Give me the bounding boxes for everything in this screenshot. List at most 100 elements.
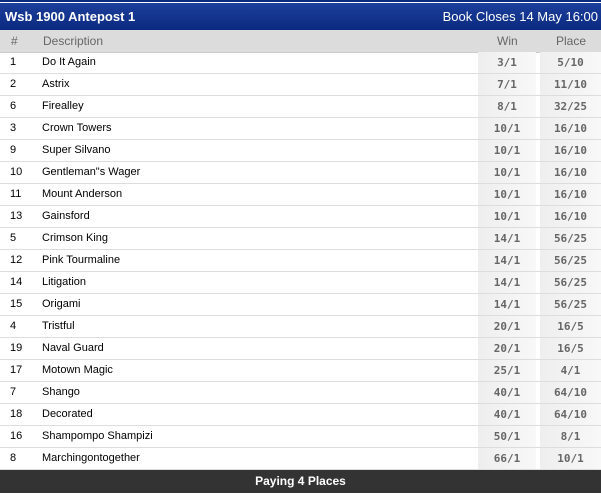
runner-name: Litigation [42,276,87,288]
win-odds-button[interactable]: 3/1 [478,52,536,73]
win-odds-button[interactable]: 25/1 [478,360,536,381]
place-odds-button[interactable]: 32/25 [540,96,601,117]
place-odds-button[interactable]: 16/10 [540,206,601,227]
win-odds-button[interactable]: 7/1 [478,74,536,95]
place-odds-button[interactable]: 16/5 [540,338,601,359]
runner-number: 4 [10,320,17,332]
win-odds-button[interactable]: 14/1 [478,272,536,293]
runner-name: Marchingontogether [42,452,140,464]
runner-number: 17 [10,364,23,376]
runner-number: 12 [10,254,23,266]
event-header: Wsb 1900 Antepost 1 Book Closes 14 May 1… [0,3,601,30]
runner-number: 5 [10,232,17,244]
win-odds-button[interactable]: 20/1 [478,338,536,359]
win-odds-button[interactable]: 50/1 [478,426,536,447]
place-odds-button[interactable]: 10/1 [540,448,601,469]
runner-number: 6 [10,100,17,112]
runner-row: 1 Do It Again 3/1 5/10 [0,52,601,74]
runner-row: 6 Firealley 8/1 32/25 [0,96,601,118]
runner-name: Do It Again [42,56,96,68]
place-odds-button[interactable]: 56/25 [540,294,601,315]
col-win: Win [497,34,518,48]
runner-name: Firealley [42,100,84,112]
runner-number: 10 [10,166,23,178]
place-odds-button[interactable]: 64/10 [540,382,601,403]
place-odds-button[interactable]: 56/25 [540,272,601,293]
runner-name: Tristful [42,320,75,332]
runner-row: 5 Crimson King 14/1 56/25 [0,228,601,250]
place-odds-button[interactable]: 4/1 [540,360,601,381]
runner-name: Pink Tourmaline [42,254,121,266]
top-border [0,0,601,2]
runner-row: 17 Motown Magic 25/1 4/1 [0,360,601,382]
win-odds-button[interactable]: 40/1 [478,382,536,403]
win-odds-button[interactable]: 10/1 [478,118,536,139]
runner-number: 8 [10,452,17,464]
runner-name: Astrix [42,78,70,90]
runner-number: 9 [10,144,17,156]
runner-row: 2 Astrix 7/1 11/10 [0,74,601,96]
runner-name: Super Silvano [42,144,111,156]
column-headers: # Description Win Place [0,30,601,53]
runner-name: Motown Magic [42,364,113,376]
runner-row: 16 Shampompo Shampizi 50/1 8/1 [0,426,601,448]
win-odds-button[interactable]: 10/1 [478,184,536,205]
win-odds-button[interactable]: 40/1 [478,404,536,425]
runner-name: Decorated [42,408,93,420]
runner-number: 7 [10,386,17,398]
paying-places: Paying 4 Places [0,470,601,493]
runner-row: 8 Marchingontogether 66/1 10/1 [0,448,601,470]
runner-name: Crimson King [42,232,109,244]
place-odds-button[interactable]: 5/10 [540,52,601,73]
col-place: Place [556,34,587,48]
runner-row: 3 Crown Towers 10/1 16/10 [0,118,601,140]
win-odds-button[interactable]: 10/1 [478,140,536,161]
runner-name: Shango [42,386,80,398]
runner-number: 1 [10,56,17,68]
runner-name: Crown Towers [42,122,112,134]
runner-row: 11 Mount Anderson 10/1 16/10 [0,184,601,206]
runner-number: 18 [10,408,23,420]
runner-number: 3 [10,122,17,134]
runner-number: 2 [10,78,17,90]
runner-row: 10 Gentleman"s Wager 10/1 16/10 [0,162,601,184]
place-odds-button[interactable]: 16/10 [540,118,601,139]
runner-name: Shampompo Shampizi [42,430,153,442]
runner-name: Mount Anderson [42,188,123,200]
place-odds-button[interactable]: 16/5 [540,316,601,337]
runner-row: 18 Decorated 40/1 64/10 [0,404,601,426]
runner-number: 15 [10,298,23,310]
place-odds-button[interactable]: 16/10 [540,162,601,183]
runner-row: 7 Shango 40/1 64/10 [0,382,601,404]
runner-name: Naval Guard [42,342,104,354]
place-odds-button[interactable]: 56/25 [540,250,601,271]
runner-name: Origami [42,298,81,310]
win-odds-button[interactable]: 10/1 [478,162,536,183]
runner-row: 15 Origami 14/1 56/25 [0,294,601,316]
win-odds-button[interactable]: 10/1 [478,206,536,227]
runner-number: 13 [10,210,23,222]
place-odds-button[interactable]: 11/10 [540,74,601,95]
runner-row: 9 Super Silvano 10/1 16/10 [0,140,601,162]
win-odds-button[interactable]: 20/1 [478,316,536,337]
event-title: Wsb 1900 Antepost 1 [5,9,136,24]
place-odds-button[interactable]: 64/10 [540,404,601,425]
win-odds-button[interactable]: 8/1 [478,96,536,117]
runner-row: 4 Tristful 20/1 16/5 [0,316,601,338]
win-odds-button[interactable]: 14/1 [478,250,536,271]
place-odds-button[interactable]: 8/1 [540,426,601,447]
runner-number: 19 [10,342,23,354]
runner-number: 16 [10,430,23,442]
runner-number: 11 [10,188,22,200]
win-odds-button[interactable]: 14/1 [478,228,536,249]
col-num: # [11,34,18,48]
runner-number: 14 [10,276,23,288]
runner-row: 14 Litigation 14/1 56/25 [0,272,601,294]
place-odds-button[interactable]: 56/25 [540,228,601,249]
win-odds-button[interactable]: 14/1 [478,294,536,315]
win-odds-button[interactable]: 66/1 [478,448,536,469]
place-odds-button[interactable]: 16/10 [540,184,601,205]
place-odds-button[interactable]: 16/10 [540,140,601,161]
runner-row: 12 Pink Tourmaline 14/1 56/25 [0,250,601,272]
runner-name: Gainsford [42,210,90,222]
